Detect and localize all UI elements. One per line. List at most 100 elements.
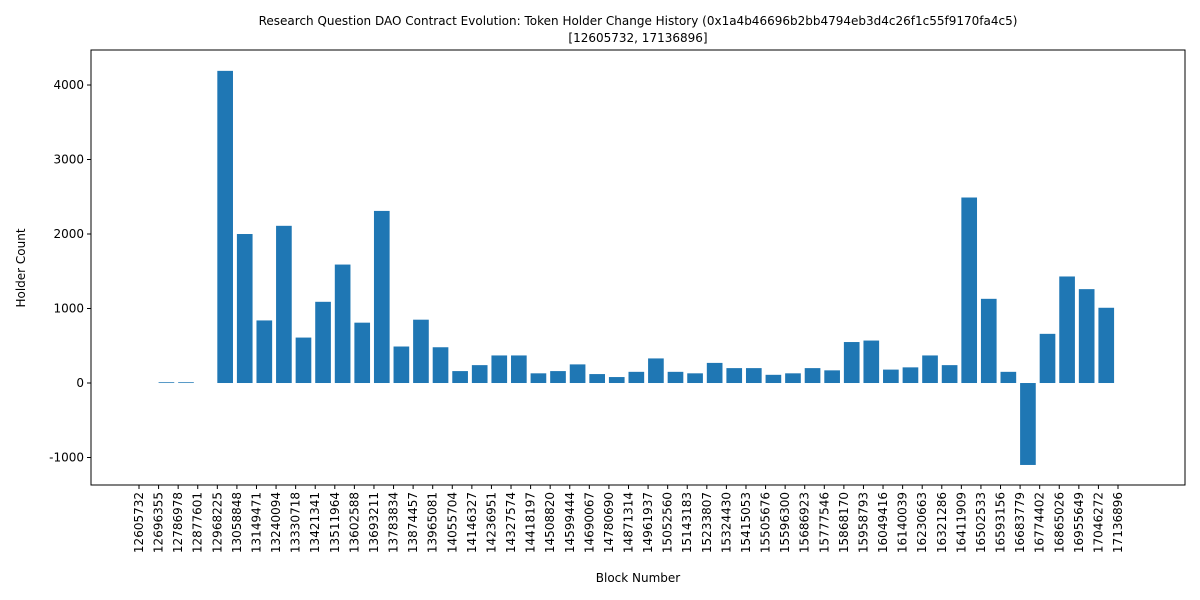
x-tick-label: 13149471 (249, 492, 263, 553)
y-tick-label: 0 (76, 376, 84, 390)
bar (236, 234, 253, 384)
bar (941, 365, 958, 384)
x-tick-label: 13783834 (387, 492, 401, 553)
bar (511, 355, 527, 384)
x-tick-label: 16321286 (935, 492, 949, 553)
x-tick-label: 15686923 (798, 492, 812, 553)
bar (706, 362, 723, 384)
y-tick-label: 3000 (53, 153, 84, 167)
bar (393, 346, 410, 384)
bar (1059, 276, 1075, 384)
x-axis-label: Block Number (596, 571, 681, 585)
bar (1078, 289, 1095, 384)
bar (667, 371, 684, 384)
x-tick-label: 13240094 (269, 492, 283, 553)
bar (158, 382, 175, 384)
bar (1000, 371, 1017, 384)
x-tick-label: 13511964 (328, 492, 342, 553)
y-tick-label: 4000 (53, 78, 84, 92)
bar (765, 374, 782, 384)
y-tick-label: -1000 (49, 451, 84, 465)
x-tick-label: 15777546 (817, 492, 831, 553)
bar (745, 368, 762, 384)
x-tick-label: 14871314 (622, 492, 636, 553)
bar (922, 355, 938, 384)
bar (530, 373, 547, 384)
x-tick-label: 16502533 (974, 492, 988, 553)
x-tick-label: 14418197 (524, 492, 538, 553)
x-tick-label: 12605732 (132, 492, 146, 553)
x-tick-label: 14780690 (602, 492, 616, 553)
x-tick-label: 14508820 (543, 492, 557, 553)
x-tick-label: 14327574 (504, 492, 518, 553)
bar (295, 337, 312, 384)
x-tick-label: 13965081 (426, 492, 440, 553)
x-tick-label: 12877601 (191, 492, 205, 553)
bar (256, 320, 273, 384)
x-tick-label: 15233807 (700, 492, 714, 553)
bar (902, 367, 919, 384)
bar (883, 369, 899, 384)
x-tick-label: 17136896 (1111, 492, 1125, 553)
y-tick-label: 2000 (53, 227, 84, 241)
bar (569, 364, 586, 384)
bar (863, 340, 880, 384)
y-axis-label: Holder Count (14, 228, 28, 307)
x-tick-label: 16593156 (994, 492, 1008, 553)
x-tick-label: 13330718 (289, 492, 303, 553)
bar (843, 342, 860, 384)
bar (432, 347, 449, 384)
bar (1039, 333, 1056, 384)
bar (315, 301, 331, 384)
x-tick-label: 13058848 (230, 492, 244, 553)
x-tick-label: 15505676 (759, 492, 773, 553)
x-tick-label: 16955649 (1072, 492, 1086, 553)
x-tick-label: 14690067 (582, 492, 596, 553)
x-tick-label: 13693211 (367, 492, 381, 553)
bar (648, 358, 664, 384)
x-tick-label: 12786978 (171, 492, 185, 553)
bar (726, 368, 743, 384)
x-tick-label: 14055704 (445, 492, 459, 553)
bar (276, 225, 292, 384)
bar (628, 371, 645, 384)
bar (804, 368, 821, 384)
plot-frame (90, 49, 1186, 486)
bar (413, 319, 429, 384)
x-tick-label: 15415053 (739, 492, 753, 553)
x-tick-label: 16230663 (915, 492, 929, 553)
x-tick-label: 16140039 (896, 492, 910, 553)
x-tick-label: 14599444 (563, 492, 577, 553)
x-tick-label: 15596300 (778, 492, 792, 553)
x-tick-label: 12696355 (152, 492, 166, 553)
x-tick-label: 15868170 (837, 492, 851, 553)
bar (217, 70, 233, 384)
x-tick-label: 15958793 (856, 492, 870, 553)
bar (589, 374, 606, 384)
bar (824, 370, 840, 384)
x-tick-label: 14146327 (465, 492, 479, 553)
bar (687, 373, 703, 384)
x-tick-label: 12968225 (210, 492, 224, 553)
x-tick-label: 16865026 (1052, 492, 1066, 553)
bar (178, 382, 194, 384)
x-tick-label: 13421341 (308, 492, 322, 553)
bar (373, 210, 390, 384)
x-tick-label: 16774402 (1033, 492, 1047, 553)
bar (452, 371, 468, 384)
x-tick-label: 17046272 (1091, 492, 1105, 553)
bar (980, 298, 997, 384)
x-tick-label: 15324430 (719, 492, 733, 553)
x-tick-label: 15143183 (680, 492, 694, 553)
bar (354, 322, 371, 384)
bar (1098, 307, 1115, 384)
x-tick-label: 14961937 (641, 492, 655, 553)
x-tick-label: 15052560 (661, 492, 675, 553)
bar (550, 371, 566, 384)
bar (608, 377, 625, 384)
bar (334, 264, 351, 384)
x-tick-label: 16411909 (954, 492, 968, 553)
bar (1020, 383, 1036, 465)
y-tick-label: 1000 (53, 302, 84, 316)
bar (471, 365, 488, 384)
